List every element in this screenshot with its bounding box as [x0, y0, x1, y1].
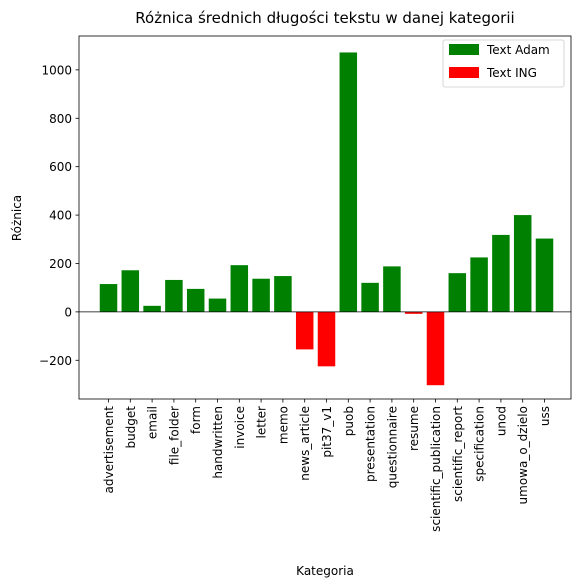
bar-questionnaire	[383, 266, 401, 312]
bar-pit37-v1	[317, 311, 336, 367]
x-tick-label: scientific_report	[451, 406, 465, 502]
y-tick-label: 800	[49, 112, 72, 126]
bar-email	[143, 305, 161, 312]
x-tick-label: invoice	[233, 406, 247, 449]
x-axis-ticks: advertisement budget email file_folder form h…	[102, 399, 552, 532]
bar-advertisement	[99, 284, 118, 312]
bar-specification	[470, 257, 488, 312]
bar-news-article	[295, 311, 314, 350]
y-tick-label: 0	[64, 305, 72, 319]
bar-umowa-o-dzielo	[513, 215, 532, 312]
plot-frame	[78, 35, 572, 400]
bar-file-folder	[165, 279, 183, 312]
x-tick-label: advertisement	[102, 406, 116, 494]
y-axis-label: Różnica	[10, 195, 24, 241]
bars-group	[99, 52, 554, 386]
y-axis-ticks: −200 0 200 400 600 800 1000	[39, 63, 79, 368]
x-tick-label: unod	[494, 406, 508, 436]
bar-resume	[404, 311, 423, 314]
legend-label-text-ing: Text ING	[486, 66, 537, 80]
bar-invoice	[230, 265, 249, 312]
y-tick-label: 400	[49, 209, 72, 223]
chart-title: Różnica średnich długości tekstu w danej…	[135, 9, 514, 27]
x-tick-label: puob	[342, 406, 356, 436]
x-tick-label: pit37_v1	[320, 406, 334, 458]
legend-label-text-adam: Text Adam	[486, 43, 550, 57]
legend: Text Adam Text ING	[442, 39, 565, 88]
bar-presentation	[361, 282, 379, 312]
x-tick-label: scientific_publication	[429, 406, 443, 532]
bar-memo	[274, 276, 292, 312]
y-tick-label: −200	[39, 354, 72, 368]
bar-unod	[492, 234, 510, 312]
x-tick-label: file_folder	[167, 406, 181, 465]
x-tick-label: form	[189, 406, 203, 434]
y-tick-label: 600	[49, 160, 72, 174]
x-axis-label: Kategoria	[296, 564, 354, 578]
x-tick-label: news_article	[298, 406, 312, 481]
x-tick-label: memo	[276, 406, 290, 444]
bar-uss	[535, 238, 554, 312]
bar-handwritten	[208, 298, 227, 312]
x-tick-label: resume	[407, 406, 421, 451]
bar-puob	[339, 52, 358, 312]
legend-swatch-text-adam	[449, 44, 479, 55]
x-tick-label: letter	[255, 406, 269, 439]
bar-scientific-publication	[426, 311, 445, 386]
x-tick-label: presentation	[364, 406, 378, 482]
y-tick-label: 1000	[41, 63, 72, 77]
bar-scientific-report	[448, 273, 467, 312]
bar-letter	[252, 278, 270, 312]
bar-budget	[121, 270, 140, 312]
x-tick-label: uss	[538, 406, 552, 426]
x-tick-label: specification	[473, 406, 487, 482]
x-tick-label: handwritten	[211, 406, 225, 479]
x-tick-label: questionnaire	[385, 406, 399, 488]
x-tick-label: budget	[124, 406, 138, 449]
x-tick-label: umowa_o_dzielo	[516, 406, 530, 504]
bar-form	[186, 288, 205, 312]
legend-swatch-text-ing	[449, 67, 479, 78]
y-tick-label: 200	[49, 257, 72, 271]
x-tick-label: email	[146, 406, 160, 439]
